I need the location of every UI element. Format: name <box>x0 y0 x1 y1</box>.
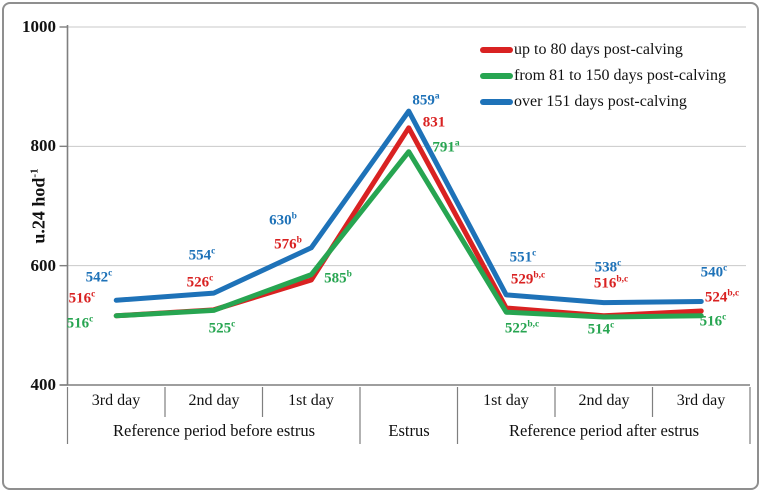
data-label-series0-pt1: 526c <box>186 273 214 291</box>
y-tick-400: 400 <box>30 375 57 394</box>
x-group-before-estrus: Reference period before estrus <box>112 421 316 440</box>
blue-line-swatch-icon <box>480 99 513 105</box>
y-axis-title-text: u.24 hod <box>28 177 49 244</box>
data-label-series2-pt1: 554c <box>188 246 216 264</box>
data-label-series1-pt2: 585b <box>324 269 352 287</box>
x-group-estrus: Estrus <box>388 421 430 440</box>
y-tick-1000: 1000 <box>22 17 56 36</box>
x-group-after-estrus: Reference period after estrus <box>508 421 700 440</box>
x-tick-day-before-2: 2nd day <box>188 392 240 409</box>
x-tick-day-after-3: 3rd day <box>676 392 726 409</box>
data-label-series0-pt0: 516c <box>68 289 96 307</box>
series-line-2 <box>113 108 704 306</box>
data-label-series2-pt4: 551c <box>509 248 537 266</box>
legend: up to 80 days post-calving from 81 to 15… <box>480 37 726 115</box>
data-label-series2-pt2: 630b <box>269 211 297 229</box>
data-label-series1-pt4: 522b,c <box>504 319 540 337</box>
legend-label-blue: over 151 days post-calving <box>514 93 687 110</box>
data-label-series0-pt6: 524b,c <box>704 288 740 306</box>
y-tick-600: 600 <box>30 256 57 275</box>
data-label-series1-pt5: 514c <box>587 320 615 338</box>
data-label-series1-pt3: 791a <box>432 138 460 156</box>
x-tick-day-before-3: 3rd day <box>91 392 141 409</box>
y-tick-800: 800 <box>30 136 57 155</box>
red-line-swatch-icon <box>480 47 513 53</box>
data-label-series1-pt6: 516c <box>699 312 727 330</box>
green-line-swatch-icon <box>480 73 513 79</box>
data-label-series0-pt4: 529b,c <box>510 270 546 288</box>
legend-item-blue: over 151 days post-calving <box>480 89 726 115</box>
x-tick-day-after-2: 2nd day <box>578 392 630 409</box>
data-label-series0-pt5: 516b,c <box>593 274 629 292</box>
x-tick-day-before-1: 1st day <box>288 392 334 409</box>
data-label-series2-pt6: 540c <box>700 263 728 281</box>
series-line-1 <box>113 149 704 320</box>
y-axis-title: u.24 hod-1 <box>29 168 50 243</box>
data-label-series2-pt0: 542c <box>85 268 113 286</box>
data-label-series0-pt2: 576b <box>274 235 302 253</box>
y-axis-title-superscript: -1 <box>28 168 41 178</box>
data-label-series1-pt1: 525c <box>208 319 236 337</box>
legend-item-green: from 81 to 150 days post-calving <box>480 63 726 89</box>
legend-label-red: up to 80 days post-calving <box>514 41 683 58</box>
data-label-series0-pt3: 831 <box>422 114 446 131</box>
data-label-series2-pt3: 859a <box>412 91 440 109</box>
legend-label-green: from 81 to 150 days post-calving <box>514 67 726 84</box>
data-label-series1-pt0: 516c <box>66 314 94 332</box>
legend-item-red: up to 80 days post-calving <box>480 37 726 63</box>
data-label-series2-pt5: 538c <box>594 258 622 276</box>
x-tick-day-after-1: 1st day <box>483 392 529 409</box>
